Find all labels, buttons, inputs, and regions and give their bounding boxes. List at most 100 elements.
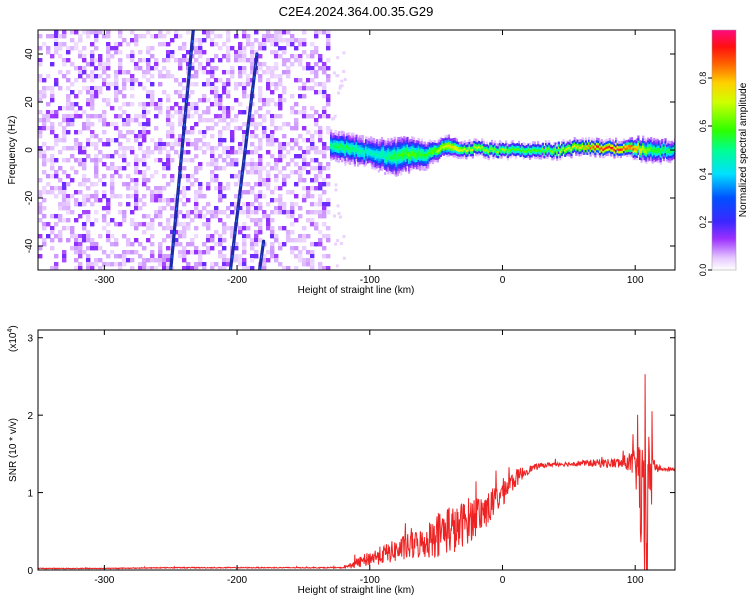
- ridge-cell: [567, 144, 570, 147]
- noise-cell: [202, 206, 207, 211]
- ridge-cell: [435, 152, 438, 156]
- noise-cell: [234, 86, 239, 91]
- ridge-cell: [646, 152, 650, 155]
- ridge-cell: [401, 152, 404, 155]
- noise-cell: [322, 246, 327, 251]
- ridge-cell: [554, 149, 557, 153]
- noise-cell: [82, 126, 87, 131]
- ridge-cell: [355, 139, 358, 143]
- noise-cell: [322, 110, 327, 115]
- ridge-cell: [519, 149, 522, 153]
- noise-cell: [174, 110, 179, 115]
- ridge-cell: [333, 132, 336, 136]
- noise-cell: [126, 146, 131, 151]
- ridge-cell: [401, 169, 404, 172]
- ridge-cell: [473, 147, 476, 151]
- ridge-cell: [403, 145, 406, 149]
- noise-cell: [154, 58, 159, 63]
- noise-cell: [186, 62, 191, 67]
- noise-cell: [58, 178, 63, 183]
- ridge-cell: [537, 155, 540, 159]
- ridge-cell: [427, 141, 430, 145]
- ridge-cell: [650, 149, 653, 152]
- noise-cell: [282, 226, 287, 231]
- ridge-cell: [376, 148, 379, 152]
- ridge-cell: [349, 152, 352, 156]
- noise-cell: [278, 170, 283, 175]
- noise-cell: [214, 42, 219, 47]
- noise-cell: [98, 150, 103, 155]
- noise-cell: [246, 106, 251, 111]
- ridge-cell: [371, 149, 374, 153]
- ridge-cell: [439, 144, 442, 148]
- noise-cell: [210, 210, 215, 215]
- noise-cell: [122, 94, 127, 99]
- ridge-cell: [358, 152, 361, 155]
- noise-cell: [318, 82, 323, 87]
- ridge-cell: [342, 143, 345, 147]
- ridge-cell: [664, 145, 667, 149]
- ridge-cell: [616, 152, 619, 156]
- ridge-cell: [560, 145, 564, 149]
- noise-cell: [218, 118, 223, 123]
- noise-cell: [90, 194, 95, 199]
- noise-cell: [210, 154, 215, 159]
- ridge-cell: [425, 158, 428, 161]
- ridge-cell: [532, 153, 535, 156]
- noise-cell: [186, 138, 191, 143]
- ridge-cell: [420, 167, 423, 170]
- ridge-cell: [514, 148, 517, 152]
- ridge-cell: [623, 141, 626, 144]
- ridge-cell: [358, 157, 361, 160]
- noise-cell: [98, 138, 103, 143]
- ridge-cell: [594, 145, 597, 148]
- noise-cell: [118, 262, 123, 267]
- ridge-cell: [490, 144, 493, 148]
- noise-cell: [186, 222, 191, 227]
- noise-cell: [326, 126, 331, 131]
- ridge-cell: [393, 146, 396, 150]
- noise-cell: [214, 122, 219, 127]
- ridge-cell: [637, 145, 640, 148]
- noise-cell: [282, 206, 287, 211]
- noise-cell: [226, 78, 231, 83]
- ridge-cell: [565, 145, 568, 149]
- noise-cell: [218, 186, 223, 191]
- noise-cell: [262, 102, 267, 107]
- noise-cell: [214, 114, 219, 119]
- noise-cell: [114, 90, 119, 95]
- noise-cell: [62, 138, 67, 143]
- ridge-cell: [361, 139, 364, 143]
- ridge-cell: [414, 162, 417, 165]
- noise-cell: [106, 262, 111, 267]
- ridge-cell: [350, 135, 353, 138]
- ridge-cell: [373, 145, 376, 149]
- noise-cell: [94, 86, 99, 91]
- ridge-cell: [572, 143, 575, 146]
- noise-cell: [46, 190, 51, 195]
- ridge-cell: [430, 147, 433, 151]
- noise-cell: [326, 210, 331, 215]
- ridge-cell: [600, 139, 603, 142]
- noise-cell: [170, 146, 175, 151]
- noise-cell: [266, 226, 271, 231]
- noise-cell: [170, 158, 175, 163]
- ridge-cell: [414, 150, 417, 153]
- noise-cell: [54, 158, 59, 163]
- ridge-cell: [578, 139, 581, 142]
- noise-cell: [66, 158, 71, 163]
- y-tick-label: -20: [24, 190, 35, 205]
- ridge-cell: [365, 141, 368, 144]
- noise-cell: [82, 146, 87, 151]
- noise-cell: [274, 174, 279, 179]
- noise-cell: [290, 42, 295, 47]
- noise-cell: [206, 222, 211, 227]
- ridge-cell: [379, 150, 382, 154]
- noise-cell: [314, 90, 319, 95]
- ridge-cell: [533, 146, 536, 150]
- noise-cell: [138, 34, 143, 39]
- ridge-cell: [619, 145, 622, 149]
- noise-cell: [266, 30, 271, 35]
- noise-cell: [326, 174, 331, 179]
- ridge-cell: [599, 150, 602, 153]
